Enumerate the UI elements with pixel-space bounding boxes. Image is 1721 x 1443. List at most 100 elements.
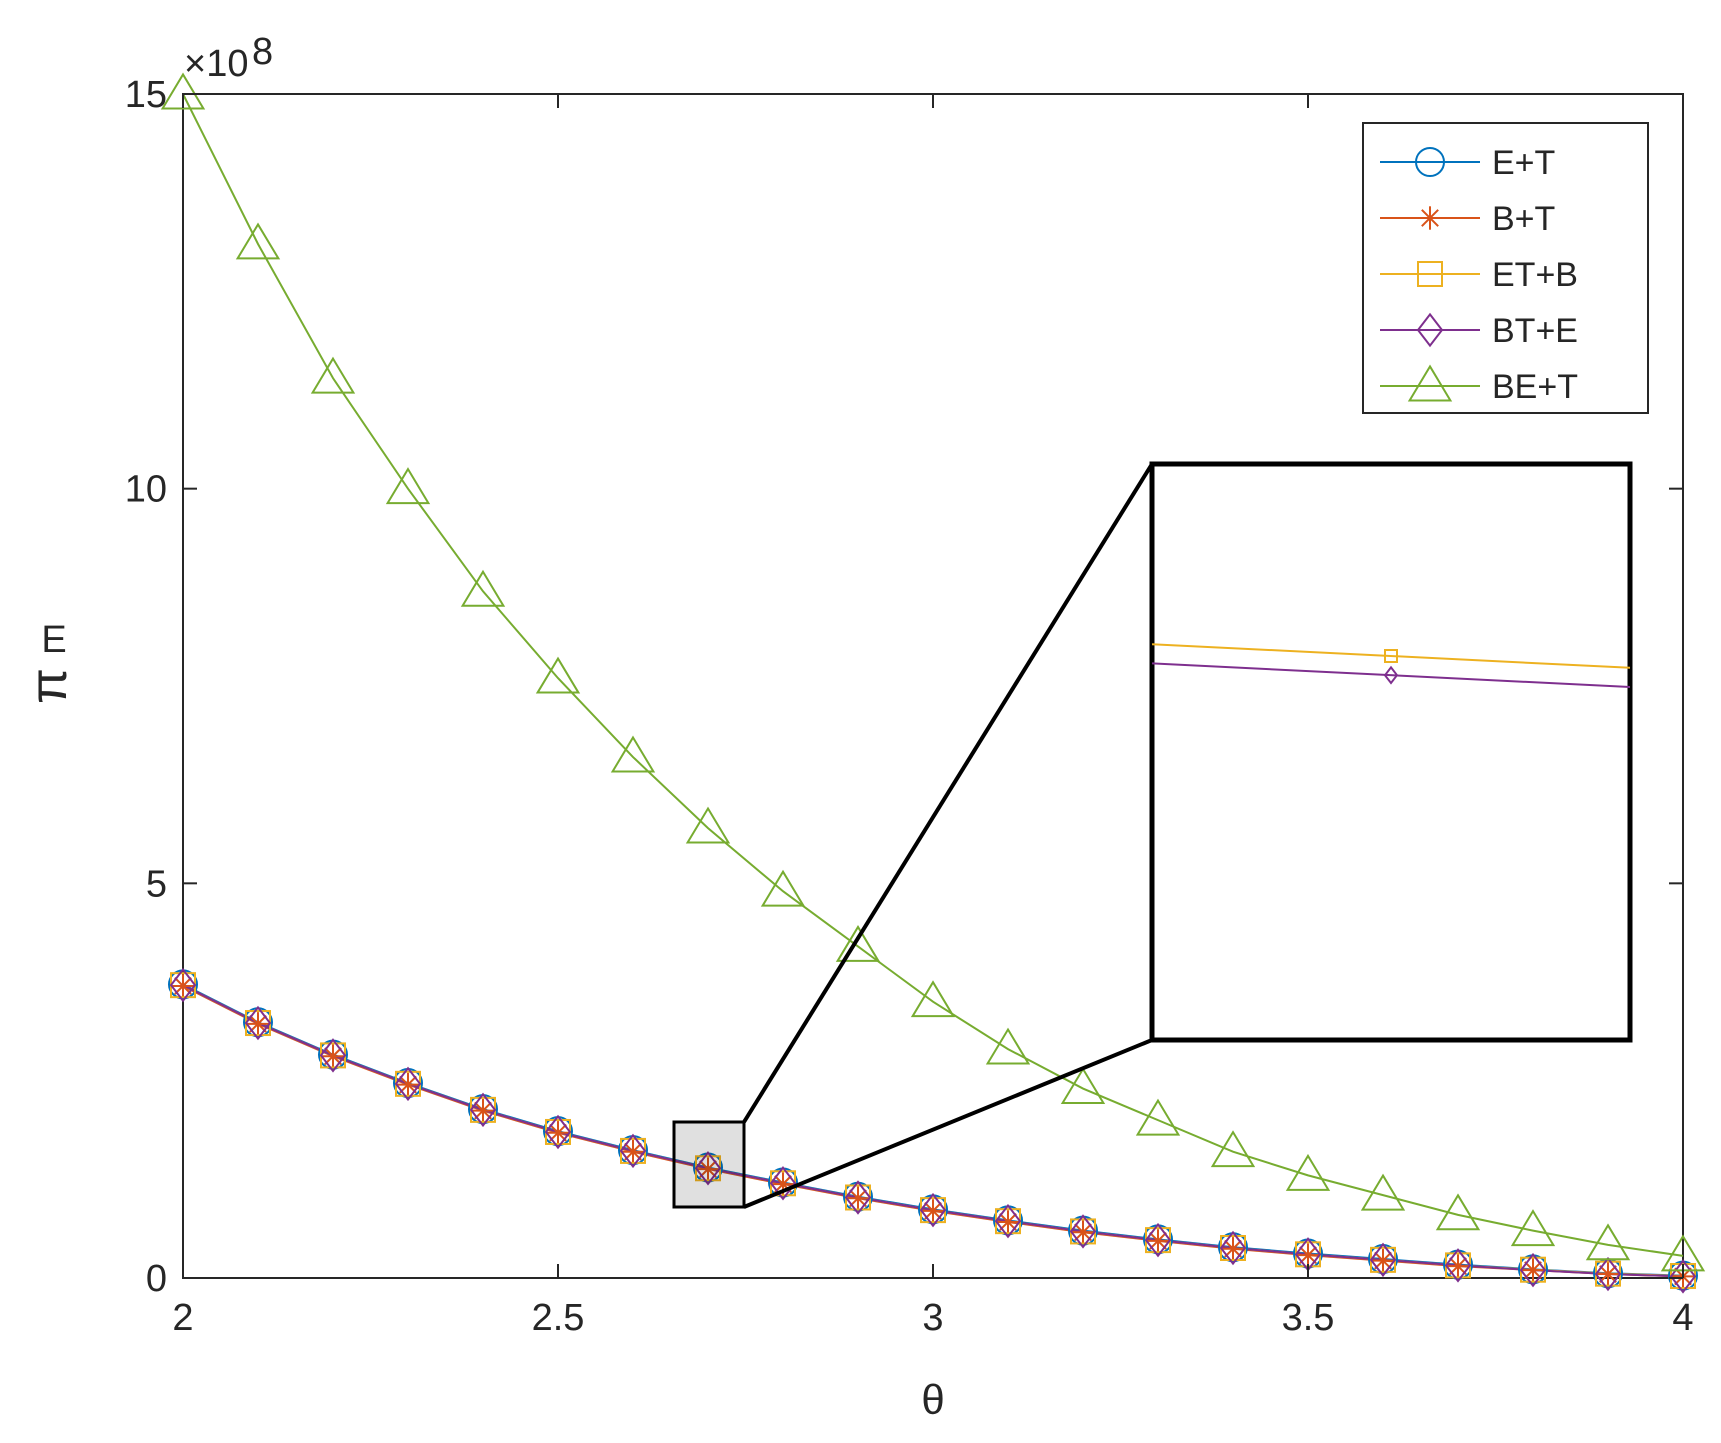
legend-label-ET+B: ET+B [1492,256,1578,294]
data-point-BE+T [535,656,581,694]
data-point-BE+T [160,72,206,110]
data-point-BT+E [1069,1214,1097,1249]
y-tick-label: 5 [146,863,167,905]
data-point-B+T [396,1072,420,1097]
data-point-B+T [696,1157,720,1181]
data-point-BE+T [760,869,806,907]
data-point-B+T [996,1210,1020,1234]
data-point-BE+T [835,924,881,962]
legend-marker-B+T [1418,206,1442,230]
data-point-BE+T [310,356,356,394]
data-point-BE+T [1285,1153,1331,1191]
y-axis-label: π [20,668,78,704]
data-point-BT+E [1519,1252,1547,1288]
data-point-BT+E [469,1092,497,1128]
data-point-BT+E [994,1203,1022,1239]
data-point-BT+E [619,1133,647,1169]
data-point-B+T [1596,1262,1620,1286]
legend-label-E+T: E+T [1492,144,1555,182]
inset-point-BT+E [1383,665,1399,685]
data-point-BT+E [544,1114,572,1150]
data-point-B+T [321,1044,345,1068]
y-tick-label: 15 [125,74,167,116]
data-point-B+T [1446,1254,1470,1278]
data-point-B+T [1371,1248,1395,1273]
legend-marker-E+T [1415,147,1445,177]
legend-marker-BE+T [1407,364,1453,402]
series-line-BE+T [182,93,1684,1257]
y-exponent-power: 8 [252,31,273,73]
data-point-B+T [1071,1220,1095,1244]
data-point-BE+T [235,222,281,260]
data-point-BT+E [1144,1222,1172,1258]
data-point-BT+E [844,1180,872,1215]
data-point-BE+T [460,569,506,607]
data-point-BE+T [910,980,956,1018]
y-tick-label: 10 [125,469,167,511]
inset-panel [1149,461,1633,1043]
data-point-BT+E [394,1066,422,1102]
data-point-BE+T [1435,1193,1481,1231]
inset-series [1152,643,1630,689]
x-tick-label: 4 [1672,1297,1693,1339]
data-point-BT+E [1369,1242,1397,1278]
y-tick-label: 0 [146,1258,167,1300]
marker-layer [160,72,1706,1294]
data-point-BE+T [1510,1209,1556,1247]
data-point-BE+T [385,467,431,505]
data-point-B+T [1146,1229,1170,1253]
data-point-B+T [246,1012,270,1036]
x-axis-label: θ [921,1376,944,1423]
data-point-B+T [1521,1258,1545,1282]
data-point-BT+E [694,1151,722,1186]
data-point-BT+E [244,1005,272,1041]
x-tick-label: 2 [172,1297,193,1339]
legend-label-B+T: B+T [1492,200,1555,238]
data-point-BE+T [1060,1067,1106,1105]
inset-layer [1152,643,1630,689]
data-point-B+T [621,1140,645,1164]
data-point-BT+E [1594,1256,1622,1292]
x-tick-label: 3 [922,1297,943,1339]
legend-label-BT+E: BT+E [1492,312,1578,350]
zoom-connector-bottom [743,1038,1153,1209]
data-point-BT+E [769,1166,797,1201]
inset-point-ET+B [1384,649,1398,663]
data-point-BT+E [169,967,197,1003]
zoom-connector-top [742,462,1154,1124]
data-point-BE+T [610,735,656,773]
data-point-B+T [1296,1243,1320,1267]
data-point-BT+E [319,1038,347,1073]
ticks-layer: 2 2.5 3 3.5 4 0 5 10 15 [125,74,1694,1339]
inset-line-ET+B [1152,643,1630,669]
data-point-BE+T [1210,1130,1256,1168]
data-point-BT+E [1219,1230,1247,1266]
data-point-BE+T [685,806,731,844]
y-axis-label-group: π E [20,619,78,704]
legend-label-BE+T: BE+T [1492,368,1578,406]
x-tick-label: 3.5 [1282,1297,1335,1339]
legend-marker-BT+E [1416,312,1444,348]
y-axis-label-subscript: E [41,619,66,661]
x-tick-label: 2.5 [532,1297,585,1339]
legend-box [1362,122,1649,414]
data-point-B+T [921,1199,945,1223]
legend: E+T B+T ET+B BT+E BE+T [1380,144,1578,406]
data-point-B+T [471,1098,495,1123]
data-point-BE+T [1360,1173,1406,1211]
zoom-source-box [672,1120,746,1209]
data-point-BE+T [1585,1223,1631,1261]
data-point-B+T [171,974,195,998]
data-point-B+T [1221,1237,1245,1261]
y-exponent-label: ×10 [184,43,248,85]
data-point-BT+E [1444,1248,1472,1283]
legend-marker-ET+B [1417,261,1443,287]
data-point-B+T [546,1121,570,1145]
data-point-BE+T [985,1027,1031,1065]
data-point-BT+E [919,1192,947,1228]
data-point-BE+T [1135,1098,1181,1136]
data-point-B+T [846,1186,870,1210]
inset-line-BT+E [1152,662,1630,689]
